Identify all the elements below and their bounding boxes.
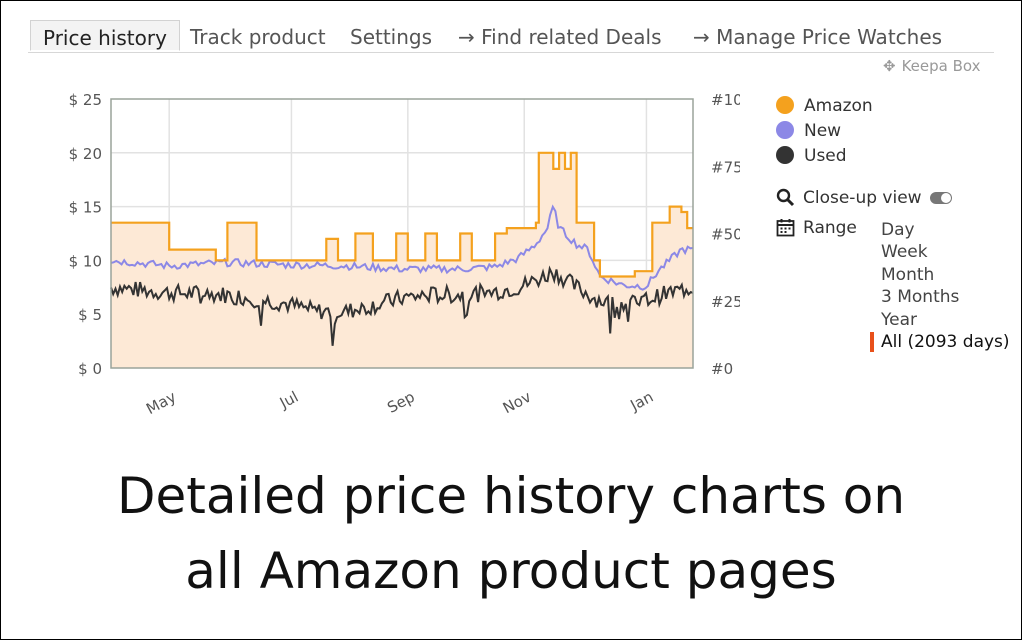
y-left-tick-label: $ 20 [69,145,102,163]
range-options: Day Week Month 3 Months Year All (2093 d… [881,219,1010,353]
closeup-view-toggle[interactable] [929,192,952,204]
calendar-icon [776,219,795,237]
legend-item-new[interactable]: New [776,120,952,145]
closeup-view-row[interactable]: Close-up view [776,187,952,217]
tab-price-history[interactable]: Price history [30,20,180,51]
range-option-day[interactable]: Day [881,220,915,240]
y-left-tick-label: $ 0 [78,360,102,378]
caption-line-2: all Amazon product pages [185,542,837,600]
search-icon [776,188,795,207]
amazon-price-line [111,151,693,278]
tab-find-related-deals[interactable]: → Find related Deals [458,25,662,49]
range-row: Range [776,217,952,242]
new-color-dot [776,121,794,139]
used-color-dot [776,146,794,164]
keepa-box-link[interactable]: ✥ Keepa Box [883,57,981,75]
keepa-box-label: Keepa Box [901,57,981,75]
range-option-3-months[interactable]: 3 Months [881,287,960,308]
y-right-tick-label: #50 [711,226,740,244]
amazon-price-area [111,152,693,368]
price-history-chart[interactable]: $ 0 $ 5 $ 10 $ 15 $ 20 $ 25 #0 #25 #50 #75 #100 May… [0,0,740,420]
x-tick-label: Sep [384,388,417,417]
range-option-week[interactable]: Week [881,242,928,263]
y-right-tick-label: #75 [711,158,740,176]
move-icon: ✥ [883,57,896,75]
range-option-month[interactable]: Month [881,264,935,285]
chart-legend: Amazon New Used Close-up view Range [776,95,952,242]
range-option-year[interactable]: Year [881,309,917,330]
x-tick-label: Nov [500,388,534,418]
legend-item-amazon[interactable]: Amazon [776,95,952,120]
caption-line-1: Detailed price history charts on [116,467,906,525]
x-tick-label: Jan [627,388,657,415]
range-option-all[interactable]: All (2093 days) [881,331,1010,352]
legend-label-used: Used [804,146,847,166]
y-right-tick-label: #0 [711,360,733,378]
range-label: Range [803,218,857,238]
y-right-tick-label: #25 [711,293,740,311]
tab-bar: Price history Track product Settings → F… [28,20,994,53]
y-right-tick-label: #100 [711,91,740,109]
y-left-tick-label: $ 15 [69,199,102,217]
amazon-color-dot [776,96,794,114]
new-price-line [110,204,694,291]
legend-item-used[interactable]: Used [776,145,952,170]
y-left-tick-label: $ 5 [78,306,102,324]
tab-track-product[interactable]: Track product [190,25,326,49]
tab-settings[interactable]: Settings [350,25,433,49]
x-tick-label: Jul [276,388,301,413]
y-left-tick-label: $ 10 [69,252,102,270]
plot-border [110,98,694,369]
tab-manage-price-watches[interactable]: → Manage Price Watches [693,25,943,49]
legend-label-amazon: Amazon [804,96,873,116]
x-tick-label: May [143,388,179,419]
closeup-view-label: Close-up view [803,188,922,208]
legend-label-new: New [804,121,842,141]
used-price-line [110,265,694,346]
y-left-tick-label: $ 25 [69,91,102,109]
